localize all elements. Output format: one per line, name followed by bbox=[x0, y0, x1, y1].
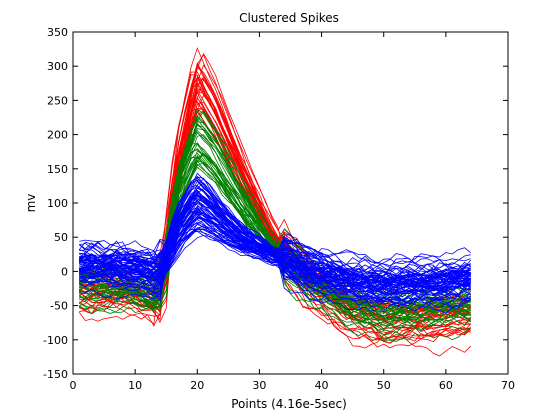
spike-trace bbox=[79, 84, 471, 327]
y-tick-label: 300 bbox=[47, 60, 68, 73]
spike-trace bbox=[79, 110, 471, 342]
y-tick-label: 0 bbox=[61, 265, 68, 278]
spike-trace bbox=[79, 178, 471, 277]
spike-trace bbox=[78, 195, 471, 291]
y-tick-label: 150 bbox=[47, 163, 68, 176]
spike-trace bbox=[79, 216, 471, 280]
x-axis-ticks: 0 10 20 30 40 50 60 70 bbox=[70, 32, 515, 392]
y-tick-label: 350 bbox=[47, 26, 68, 39]
spike-trace bbox=[78, 222, 471, 272]
x-tick-label: 40 bbox=[315, 379, 329, 392]
spike-trace bbox=[78, 221, 472, 301]
x-axis-label: Points (4.16e-5sec) bbox=[231, 397, 347, 411]
x-tick-label: 20 bbox=[190, 379, 204, 392]
x-tick-label: 70 bbox=[501, 379, 515, 392]
y-axis-label: mv bbox=[24, 194, 38, 213]
y-tick-label: 250 bbox=[47, 94, 68, 107]
y-tick-label: 100 bbox=[47, 197, 68, 210]
spike-trace bbox=[79, 195, 471, 288]
y-tick-label: -100 bbox=[43, 334, 68, 347]
y-tick-label: -150 bbox=[43, 368, 68, 381]
spike-trace bbox=[79, 115, 471, 324]
x-tick-label: 30 bbox=[252, 379, 266, 392]
x-tick-label: 50 bbox=[377, 379, 391, 392]
chart-title: Clustered Spikes bbox=[239, 11, 339, 25]
y-tick-label: 200 bbox=[47, 129, 68, 142]
traces-group bbox=[78, 47, 472, 357]
spike-trace bbox=[79, 182, 471, 291]
y-axis-ticks: -150 -100 -50 0 50 100 150 200 250 300 350 bbox=[43, 26, 508, 381]
y-tick-label: -50 bbox=[50, 300, 68, 313]
x-tick-label: 10 bbox=[128, 379, 142, 392]
x-tick-label: 60 bbox=[439, 379, 453, 392]
y-tick-label: 50 bbox=[54, 231, 68, 244]
x-tick-label: 0 bbox=[70, 379, 77, 392]
